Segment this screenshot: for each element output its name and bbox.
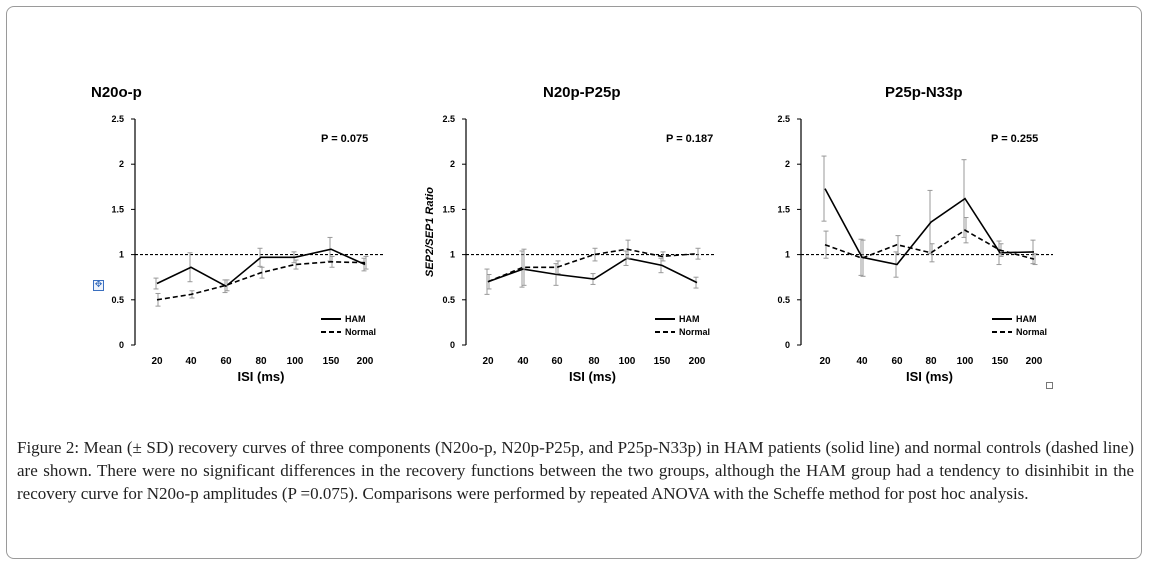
x-tick-label: 100 bbox=[957, 356, 974, 367]
y-axis-label: SEP2/SEP1 Ratio bbox=[424, 187, 436, 277]
y-tick-label: 2.5 bbox=[111, 114, 124, 124]
x-axis-label: ISI (ms) bbox=[906, 369, 953, 384]
x-tick-label: 60 bbox=[551, 356, 563, 367]
figure-frame bbox=[6, 6, 1142, 559]
caption-text: Mean (± SD) recovery curves of three com… bbox=[17, 438, 1135, 503]
y-tick-label: 2 bbox=[119, 159, 124, 169]
legend-label: HAM bbox=[345, 314, 366, 324]
x-tick-label: 150 bbox=[323, 356, 340, 367]
x-tick-label: 20 bbox=[819, 356, 831, 367]
x-tick-label: 80 bbox=[588, 356, 600, 367]
y-tick-label: 0 bbox=[119, 340, 124, 350]
x-tick-label: 40 bbox=[185, 356, 197, 367]
y-tick-label: 0.5 bbox=[442, 295, 455, 305]
chart-title: N20o-p bbox=[91, 84, 142, 101]
move-handle-icon[interactable]: ✥ bbox=[93, 280, 104, 291]
x-tick-label: 20 bbox=[482, 356, 494, 367]
legend-label: HAM bbox=[1016, 314, 1037, 324]
p-value-annotation: P = 0.255 bbox=[991, 133, 1038, 145]
y-tick-label: 0 bbox=[785, 340, 790, 350]
legend-label: Normal bbox=[345, 327, 376, 337]
x-tick-label: 80 bbox=[255, 356, 267, 367]
series-line-normal bbox=[156, 260, 366, 301]
x-tick-label: 40 bbox=[856, 356, 868, 367]
chart-panel-3: P25p-N33p 0 0.5 1 1.5 2 2.5 20 40 60 80 100 150 200 IS… bbox=[777, 84, 1053, 384]
y-tick-label: 1 bbox=[450, 250, 455, 260]
x-axis-label: ISI (ms) bbox=[238, 369, 285, 384]
x-tick-label: 60 bbox=[220, 356, 232, 367]
series-line-ham bbox=[487, 257, 698, 284]
y-tick-label: 2 bbox=[785, 159, 790, 169]
y-tick-label: 1 bbox=[785, 250, 790, 260]
x-axis-label: ISI (ms) bbox=[569, 369, 616, 384]
series-line-normal bbox=[824, 229, 1035, 260]
legend-label: HAM bbox=[679, 314, 700, 324]
resize-handle-icon[interactable] bbox=[1046, 382, 1053, 389]
chart-panel-1: N20o-p 0 0.5 1 1.5 2 2.5 20 40 60 80 100 150 200 ISI (… bbox=[91, 84, 384, 384]
y-tick-label: 1.5 bbox=[111, 204, 124, 214]
chart-title: N20p-P25p bbox=[543, 84, 621, 101]
y-tick-label: 0.5 bbox=[777, 295, 790, 305]
x-tick-label: 150 bbox=[992, 356, 1009, 367]
x-tick-label: 200 bbox=[1026, 356, 1043, 367]
x-tick-label: 80 bbox=[925, 356, 937, 367]
x-tick-label: 20 bbox=[151, 356, 163, 367]
y-tick-label: 1 bbox=[119, 250, 124, 260]
series-line-normal bbox=[487, 248, 698, 283]
y-tick-label: 1.5 bbox=[442, 204, 455, 214]
x-tick-label: 100 bbox=[287, 356, 304, 367]
x-tick-label: 200 bbox=[689, 356, 706, 367]
series-line-ham bbox=[824, 188, 1035, 266]
chart-title: P25p-N33p bbox=[885, 84, 963, 101]
x-tick-label: 40 bbox=[517, 356, 529, 367]
chart-panel-2: N20p-P25p 0 0.5 1 1.5 2 2.5 SEP2/SEP1 Ratio 20 40… bbox=[424, 84, 716, 384]
p-value-annotation: P = 0.187 bbox=[666, 133, 713, 145]
y-tick-label: 2.5 bbox=[442, 114, 455, 124]
p-value-annotation: P = 0.075 bbox=[321, 133, 368, 145]
y-tick-label: 0.5 bbox=[111, 295, 124, 305]
x-tick-label: 100 bbox=[619, 356, 636, 367]
y-tick-label: 2.5 bbox=[777, 114, 790, 124]
caption-label: Figure 2: bbox=[17, 438, 80, 457]
figure-caption: Figure 2: Mean (± SD) recovery curves of… bbox=[17, 436, 1134, 505]
legend-label: Normal bbox=[679, 327, 710, 337]
x-tick-label: 200 bbox=[357, 356, 374, 367]
x-tick-label: 60 bbox=[891, 356, 903, 367]
legend-label: Normal bbox=[1016, 327, 1047, 337]
y-tick-label: 2 bbox=[450, 159, 455, 169]
x-tick-label: 150 bbox=[654, 356, 671, 367]
y-tick-label: 0 bbox=[450, 340, 455, 350]
series-line-ham bbox=[156, 248, 366, 288]
y-tick-label: 1.5 bbox=[777, 204, 790, 214]
